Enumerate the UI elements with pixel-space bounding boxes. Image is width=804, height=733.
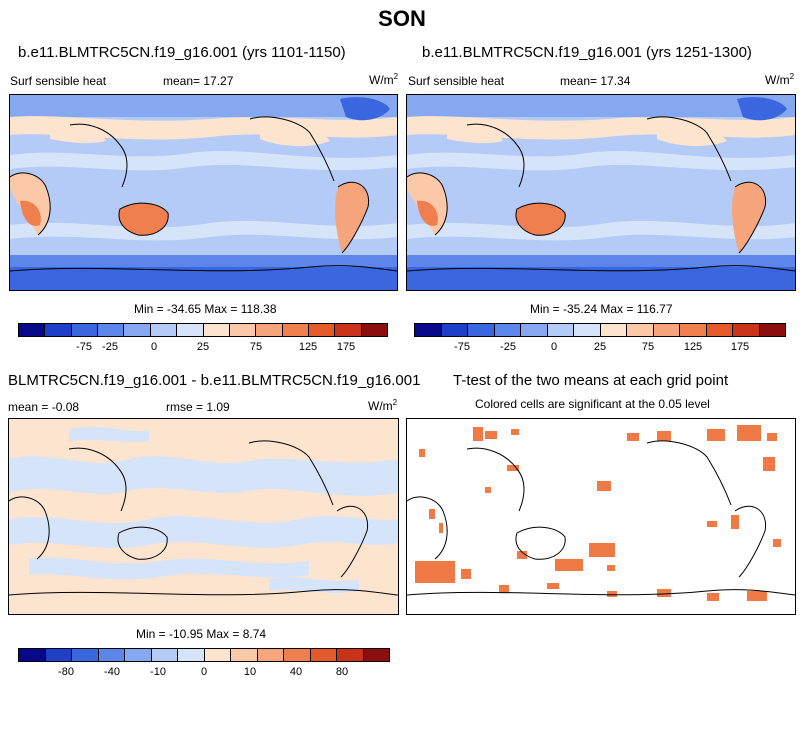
panel3-title: BLMTRC5CN.f19_g16.001 - b.e11.BLMTRC5CN.…: [8, 372, 421, 389]
panel2-min-max: Min = -35.24 Max = 116.77: [530, 302, 673, 316]
panel3-colorbar: -80 -40 -10 0 10 40 80: [18, 648, 390, 682]
panel3-colorbar-tick: 0: [200, 666, 208, 678]
panel2-colorbar: -75 -25 0 25 75 125 175: [414, 323, 786, 357]
panel3-units: W/m2: [368, 398, 398, 413]
panel3-colorbar-tick: 80: [335, 666, 349, 678]
panel2-colorbar-tick: 125: [683, 341, 703, 353]
panel4-subtitle: Colored cells are significant at the 0.0…: [475, 397, 710, 411]
panel1-map: [9, 94, 398, 291]
panel2-units: W/m2: [765, 72, 795, 87]
panel2-colorbar-tick: 25: [593, 341, 607, 353]
panel1-title: b.e11.BLMTRC5CN.f19_g16.001 (yrs 1101-11…: [18, 44, 346, 61]
season-title: SON: [378, 6, 426, 31]
panel1-colorbar-tick: -75: [76, 341, 92, 353]
panel2-variable-label: Surf sensible heat: [408, 74, 505, 88]
panel1-colorbar-tick: 125: [298, 341, 318, 353]
panel3-mean-label: mean = -0.08: [8, 400, 80, 414]
panel4-map: [406, 418, 796, 615]
panel2-colorbar-tick: 75: [641, 341, 655, 353]
panel3-colorbar-tick: -10: [150, 666, 166, 678]
panel4-title: T-test of the two means at each grid poi…: [453, 372, 729, 389]
panel3-colorbar-tick: -40: [104, 666, 120, 678]
panel3-colorbar-tick: 10: [243, 666, 257, 678]
panel1-colorbar-tick: 175: [336, 341, 356, 353]
panel3-map: [8, 418, 399, 615]
panel2-colorbar-swatches: [414, 323, 786, 337]
panel3-rmse-label: rmse = 1.09: [166, 400, 230, 414]
panel1-colorbar-tick: 25: [196, 341, 210, 353]
panel2-map: [406, 94, 796, 291]
panel3-min-max: Min = -10.95 Max = 8.74: [136, 627, 267, 641]
panel1-units: W/m2: [369, 72, 399, 87]
panel1-colorbar-tick: -25: [102, 341, 118, 353]
panel1-mean-label: mean= 17.27: [163, 74, 234, 88]
panel1-variable-label: Surf sensible heat: [10, 74, 107, 88]
panel1-colorbar-swatches: [18, 323, 388, 337]
panel2-mean-label: mean= 17.34: [560, 74, 631, 88]
panel1-colorbar-tick: 75: [249, 341, 263, 353]
panel3-colorbar-tick: 40: [289, 666, 303, 678]
panel3-colorbar-swatches: [18, 648, 390, 662]
panel2-title: b.e11.BLMTRC5CN.f19_g16.001 (yrs 1251-13…: [422, 44, 752, 61]
panel2-colorbar-tick: 175: [730, 341, 750, 353]
panel1-colorbar-tick: 0: [150, 341, 158, 353]
panel1-min-max: Min = -34.65 Max = 118.38: [134, 302, 277, 316]
panel1-colorbar: -75 -25 0 25 75 125 175: [18, 323, 388, 357]
panel2-colorbar-tick: -75: [454, 341, 470, 353]
panel2-colorbar-tick: 0: [550, 341, 558, 353]
panel3-colorbar-tick: -80: [58, 666, 74, 678]
panel2-colorbar-tick: -25: [500, 341, 516, 353]
